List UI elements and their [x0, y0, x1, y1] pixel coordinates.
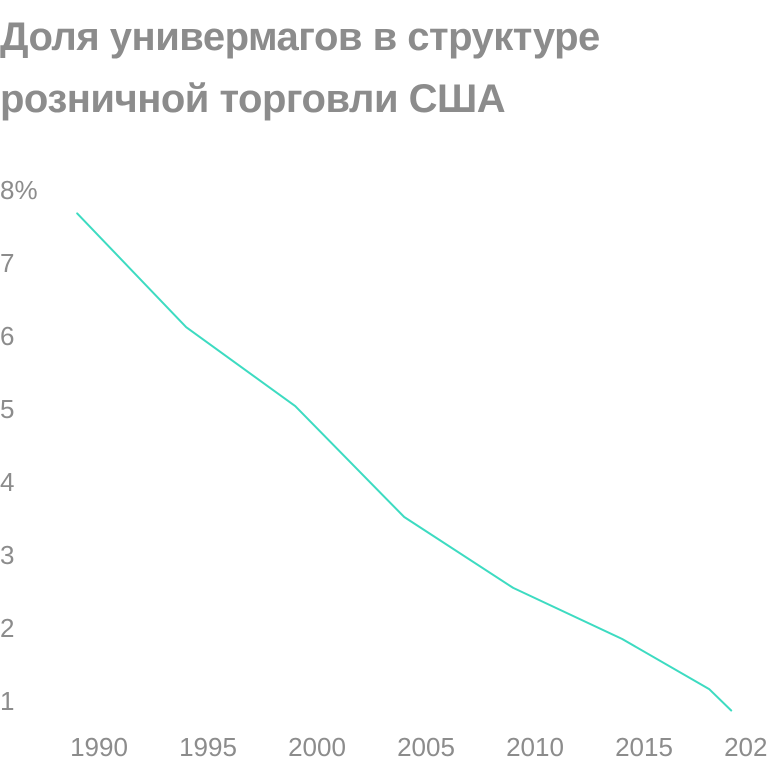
x-tick-label: 2000: [288, 732, 346, 762]
y-tick-label: 2: [0, 613, 14, 643]
y-tick-label: 8%: [0, 175, 38, 205]
y-tick-label: 5: [0, 394, 14, 424]
x-tick-label: 2010: [506, 732, 564, 762]
x-axis-tick-labels: 1990 1995 2000 2005 2010 2015 2020: [70, 732, 768, 762]
x-tick-label: 1990: [70, 732, 128, 762]
y-tick-label: 7: [0, 248, 14, 278]
series-group: [76, 212, 733, 712]
y-tick-label: 3: [0, 540, 14, 570]
series-line: [76, 212, 733, 712]
x-tick-label: 2015: [615, 732, 673, 762]
x-tick-label: 2020: [724, 732, 768, 762]
y-tick-label: 4: [0, 467, 14, 497]
y-axis-tick-labels: 8% 7 6 5 4 3 2 1: [0, 175, 38, 716]
y-tick-label: 6: [0, 321, 14, 351]
x-tick-label: 1995: [179, 732, 237, 762]
x-tick-label: 2005: [397, 732, 455, 762]
chart-title: Доля универмагов в структуре розничной т…: [0, 15, 600, 121]
y-tick-label: 1: [0, 686, 14, 716]
